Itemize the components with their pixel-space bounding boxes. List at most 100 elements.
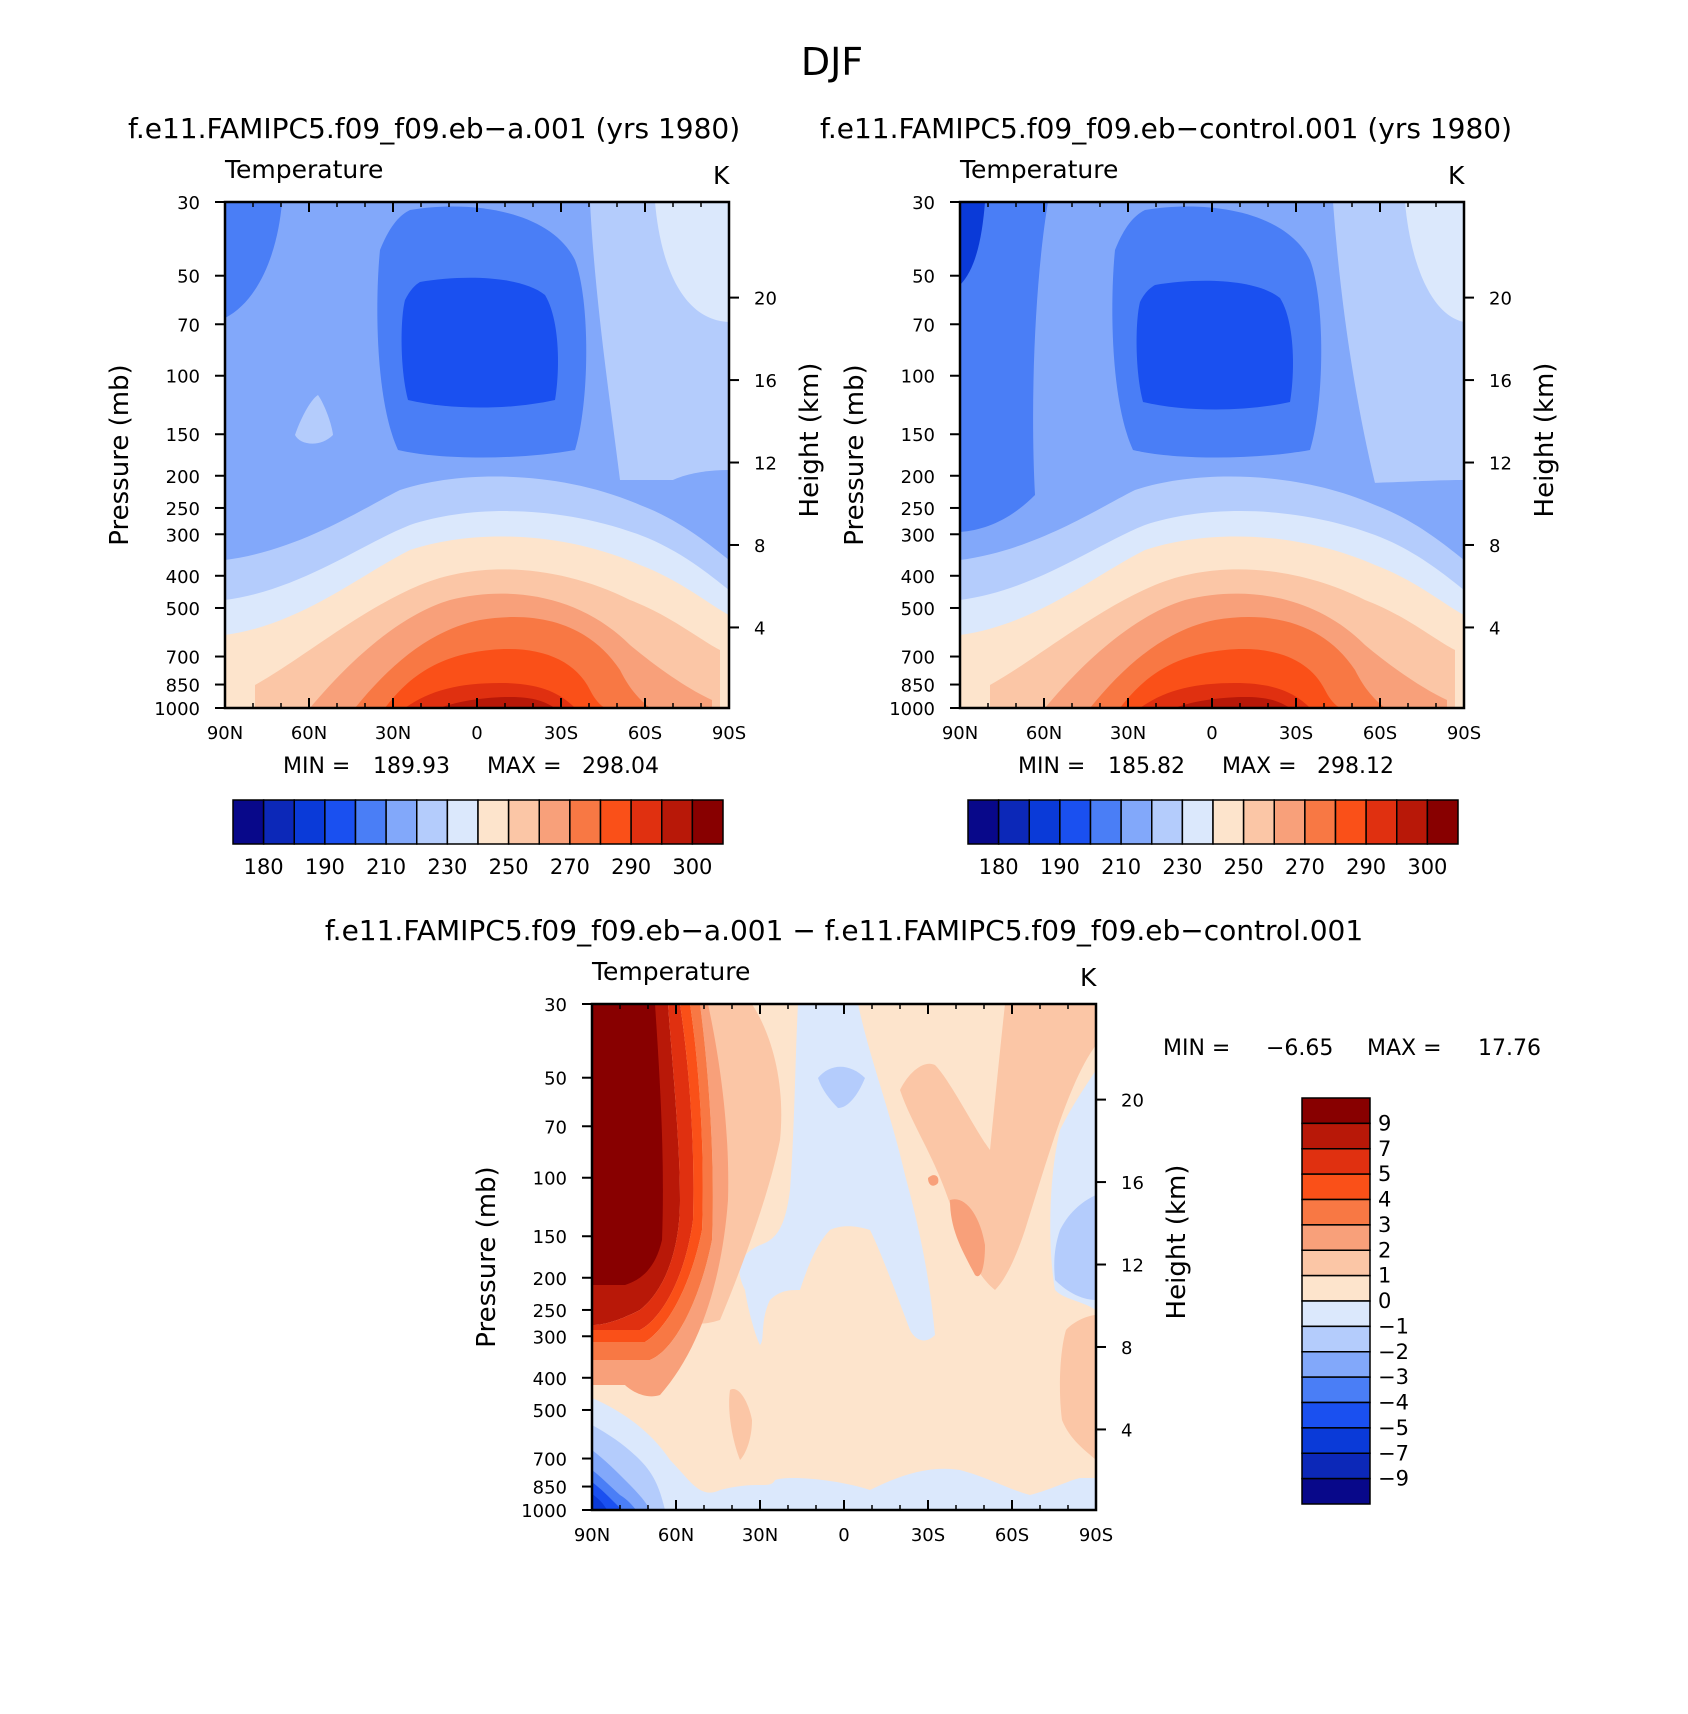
x-tick-label: 30N: [1110, 723, 1146, 744]
y-tick-label: 850: [533, 1478, 567, 1499]
plot-frame: 90N 60N 30N 0 30S 60S 90S 30 50 70 100 150 200 250 300…: [521, 995, 1144, 1546]
colorbar-box: [1089, 799, 1122, 845]
y-tick-label: 300: [533, 1327, 567, 1348]
y-tick-label: 70: [177, 315, 200, 336]
y-tick-label: 400: [166, 567, 200, 588]
y2-tick-label: 20: [1121, 1091, 1144, 1112]
units-label: K: [1080, 963, 1097, 992]
y-tick-label: 1000: [154, 699, 200, 720]
y-tick-label: 500: [166, 599, 200, 620]
x-tick-label: 30N: [375, 723, 411, 744]
contour-band: [928, 1175, 939, 1186]
y-tick-label: 700: [533, 1450, 567, 1471]
y-tick-label: 50: [544, 1069, 567, 1090]
contour-band: [739, 1004, 935, 1345]
min-value: 189.93: [373, 754, 450, 779]
colorbar-label: 290: [1346, 855, 1386, 879]
y-tick-label: 300: [901, 525, 935, 546]
x-tick-label: 60N: [291, 723, 327, 744]
colorbar-box: [1301, 1401, 1371, 1429]
y-tick-label: 500: [901, 599, 935, 620]
colorbar-label: 250: [489, 855, 529, 879]
y-tick-label: 400: [533, 1369, 567, 1390]
contour-band: [592, 1004, 703, 1342]
colorbar-box: [1301, 1427, 1371, 1454]
y-tick-label: 1000: [521, 1501, 567, 1522]
colorbar-box: [1301, 1376, 1371, 1404]
y-tick-label: 250: [901, 499, 935, 520]
colorbar-box: [1301, 1274, 1371, 1302]
colorbar-box: [1304, 799, 1337, 845]
colorbar-box: [477, 799, 510, 845]
y-tick-label: 500: [533, 1401, 567, 1422]
colorbar-box: [630, 799, 663, 845]
y2-tick-label: 8: [754, 536, 765, 557]
contour-band: [1175, 697, 1290, 708]
panel-model-a: f.e11.FAMIPC5.f09_f09.eb−a.001 (yrs 1980…: [105, 112, 825, 879]
y2-axis-label: Height (km): [1162, 1165, 1192, 1320]
colorbar-label: 250: [1224, 855, 1264, 879]
y-tick-label: 200: [533, 1269, 567, 1290]
x-tick-label: 30N: [742, 1525, 778, 1546]
contour-band: [1054, 1195, 1096, 1300]
max-label: MAX =: [487, 754, 562, 779]
y-tick-label: 50: [177, 267, 200, 288]
x-tick-label: 30S: [544, 723, 578, 744]
colorbar-label: −2: [1378, 1340, 1409, 1364]
variable-label: Temperature: [959, 155, 1118, 184]
colorbar-box: [1212, 799, 1245, 845]
colorbar-label: 9: [1378, 1111, 1391, 1135]
colorbar-box: [1242, 799, 1275, 845]
y-tick-label: 850: [166, 676, 200, 697]
colorbar-box: [1301, 1122, 1371, 1150]
contour-band: [655, 202, 729, 322]
panel-title: f.e11.FAMIPC5.f09_f09.eb−control.001 (yr…: [820, 112, 1512, 145]
colorbar-box: [1120, 799, 1153, 845]
colorbar-box: [1301, 1224, 1371, 1251]
min-value: 185.82: [1108, 754, 1185, 779]
contour-band: [295, 395, 333, 444]
colorbar-box: [1301, 1351, 1371, 1378]
y-tick-label: 700: [901, 648, 935, 669]
x-tick-label: 60N: [658, 1525, 694, 1546]
colorbar-label: 0: [1378, 1289, 1391, 1313]
y-tick-label: 850: [901, 676, 935, 697]
y-tick-label: 300: [166, 525, 200, 546]
y2-tick-label: 16: [1121, 1173, 1144, 1194]
contour-field: [225, 202, 729, 708]
panel-model-control: f.e11.FAMIPC5.f09_f09.eb−control.001 (yr…: [820, 112, 1560, 879]
colorbar-label: 5: [1378, 1162, 1391, 1186]
colorbar-box: [507, 799, 540, 845]
colorbar-label: −4: [1378, 1391, 1409, 1415]
y2-axis-label: Height (km): [1530, 363, 1560, 518]
y2-tick-label: 20: [1489, 289, 1512, 310]
colorbar-label: −7: [1378, 1441, 1409, 1465]
contour-band: [1136, 280, 1293, 410]
contour-band: [818, 1066, 865, 1108]
y-tick-label: 150: [533, 1227, 567, 1248]
y-tick-label: 70: [912, 315, 935, 336]
y2-axis-label: Height (km): [795, 363, 825, 518]
colorbar-box: [599, 799, 632, 845]
colorbar-box: [1301, 1198, 1371, 1226]
colorbar-label: 230: [427, 855, 467, 879]
contour-band: [401, 277, 558, 408]
y2-tick-label: 12: [1489, 454, 1512, 475]
x-tick-label: 0: [471, 723, 482, 744]
y-axis-label: Pressure (mb): [105, 364, 135, 545]
colorbar-box: [1273, 799, 1306, 845]
page-title: DJF: [801, 40, 863, 84]
y-tick-label: 150: [901, 425, 935, 446]
panel-title: f.e11.FAMIPC5.f09_f09.eb−a.001 (yrs 1980…: [128, 112, 740, 145]
colorbar-box: [324, 799, 357, 845]
units-label: K: [713, 161, 730, 190]
min-label: MIN =: [1018, 754, 1085, 779]
colorbar-label: −5: [1378, 1416, 1409, 1440]
contour-band: [225, 202, 282, 318]
colorbar-label: 290: [611, 855, 651, 879]
y-tick-label: 100: [533, 1169, 567, 1190]
x-tick-label: 30S: [911, 1525, 945, 1546]
y2-tick-label: 20: [754, 289, 777, 310]
colorbar-box: [1059, 799, 1092, 845]
